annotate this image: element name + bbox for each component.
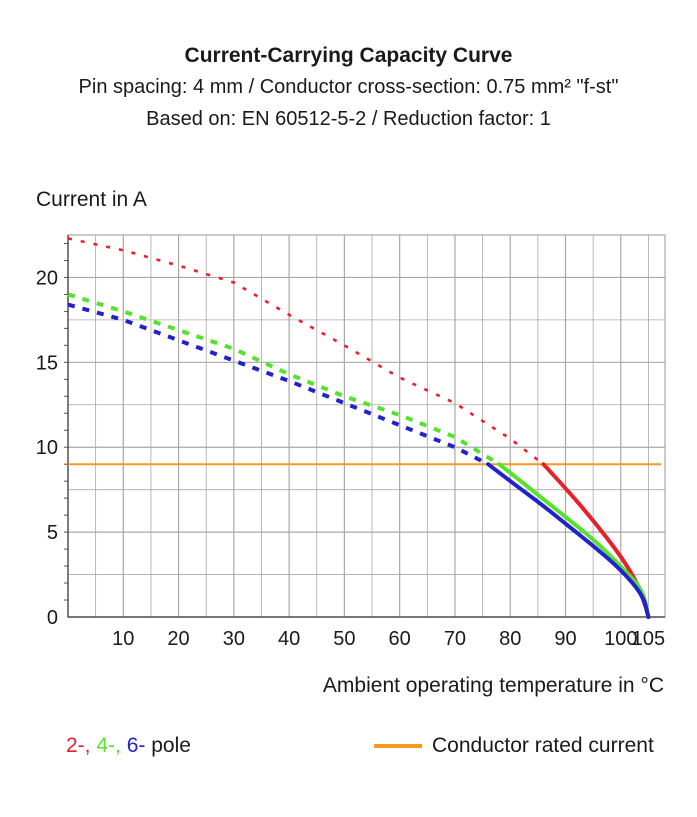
legend-pole-label: pole [151, 734, 191, 757]
y-tick-label: 15 [36, 352, 58, 374]
legend-rated-swatch [374, 744, 422, 748]
x-tick-label: 30 [223, 628, 245, 650]
x-tick-label: 10 [112, 628, 134, 650]
x-tick-label: 105 [632, 628, 665, 650]
y-tick-label: 5 [47, 522, 58, 544]
x-tick-label: 40 [278, 628, 300, 650]
x-tick-label: 100 [604, 628, 637, 650]
x-axis-label: Ambient operating temperature in °C [323, 674, 664, 697]
legend-four-pole: 4-, [96, 734, 121, 757]
legend-two-pole: 2-, [66, 734, 91, 757]
series-dashed-six_pole [67, 302, 490, 466]
y-tick-label: 20 [36, 267, 58, 289]
plot-frame [67, 234, 666, 618]
chart-subtitle-standard: Based on: EN 60512-5-2 / Reduction facto… [146, 108, 551, 130]
series-dashed-two_pole [67, 237, 545, 466]
legend-six-pole: 6- [126, 734, 146, 757]
y-axis-label: Current in A [36, 188, 147, 211]
x-tick-label: 60 [389, 628, 411, 650]
x-tick-label: 80 [499, 628, 521, 650]
series-solid-four_pole [497, 462, 651, 619]
chart-subtitle-spacing: Pin spacing: 4 mm / Conductor cross-sect… [78, 76, 619, 98]
y-tick-label: 10 [36, 437, 58, 459]
x-tick-label: 90 [554, 628, 576, 650]
series-dashed-four_pole [67, 292, 501, 466]
series-solid-six_pole [486, 462, 651, 619]
x-tick-label: 70 [444, 628, 466, 650]
legend-rated-current: Conductor rated current [432, 734, 654, 757]
chart-title: Current-Carrying Capacity Curve [184, 44, 513, 67]
y-tick-label: 0 [47, 607, 58, 629]
x-tick-label: 20 [167, 628, 189, 650]
x-tick-label: 50 [333, 628, 355, 650]
legend-poles: 2-, 4-, 6- pole [66, 734, 191, 758]
